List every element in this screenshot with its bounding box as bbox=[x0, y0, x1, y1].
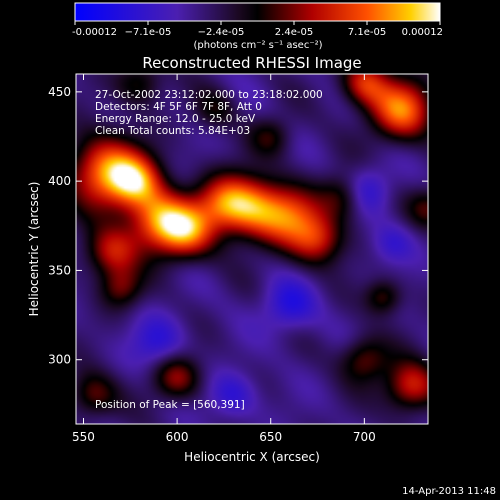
plot-frame bbox=[75, 73, 429, 425]
colorbar-ticks: -0.00012 −7.1e-05 −2.4e-05 2.4e-05 7.1e-05 0.… bbox=[72, 21, 443, 38]
colorbar-tick-label: -0.00012 bbox=[72, 27, 117, 38]
y-tick-label: 350 bbox=[48, 263, 71, 277]
info-line-detectors: Detectors: 4F 5F 6F 7F 8F, Att 0 bbox=[95, 101, 262, 113]
colorbar-frame bbox=[74, 2, 441, 22]
plot-area: 550 600 650 700 300 350 400 450 bbox=[48, 73, 429, 444]
colorbar-tick-label: 7.1e-05 bbox=[348, 27, 386, 38]
info-line-time: 27-Oct-2002 23:12:02.000 to 23:18:02.000 bbox=[95, 89, 323, 101]
colorbar-unit-label: (photons cm⁻² s⁻¹ asec⁻²) bbox=[193, 40, 322, 51]
x-tick-label: 600 bbox=[166, 430, 189, 444]
colorbar: -0.00012 −7.1e-05 −2.4e-05 2.4e-05 7.1e-05 0.… bbox=[72, 2, 443, 51]
x-axis-label: Heliocentric X (arcsec) bbox=[184, 450, 320, 464]
x-tick-label: 700 bbox=[353, 430, 376, 444]
x-tick-label: 550 bbox=[72, 430, 95, 444]
y-tick-label: 450 bbox=[48, 85, 71, 99]
chart-title: Reconstructed RHESSI Image bbox=[142, 54, 361, 72]
axis-ticks: 550 600 650 700 300 350 400 450 bbox=[48, 74, 428, 444]
peak-label: Position of Peak = [560,391] bbox=[95, 399, 245, 411]
heatmap-image bbox=[76, 74, 428, 424]
info-text: 27-Oct-2002 23:12:02.000 to 23:18:02.000… bbox=[95, 89, 323, 411]
y-tick-label: 300 bbox=[48, 353, 71, 367]
colorbar-tick-label: −2.4e-05 bbox=[198, 27, 245, 38]
info-line-counts: Clean Total counts: 5.84E+03 bbox=[95, 125, 250, 137]
y-tick-label: 400 bbox=[48, 174, 71, 188]
colorbar-gradient bbox=[75, 3, 440, 21]
colorbar-tick-label: 0.00012 bbox=[402, 27, 443, 38]
colorbar-tick-label: 2.4e-05 bbox=[275, 27, 313, 38]
colorbar-tick-label: −7.1e-05 bbox=[125, 27, 172, 38]
info-line-energy: Energy Range: 12.0 - 25.0 keV bbox=[95, 113, 256, 125]
y-axis-label: Heliocentric Y (arcsec) bbox=[27, 182, 41, 317]
x-tick-label: 650 bbox=[259, 430, 282, 444]
footer-timestamp: 14-Apr-2013 11:48 bbox=[402, 486, 496, 497]
